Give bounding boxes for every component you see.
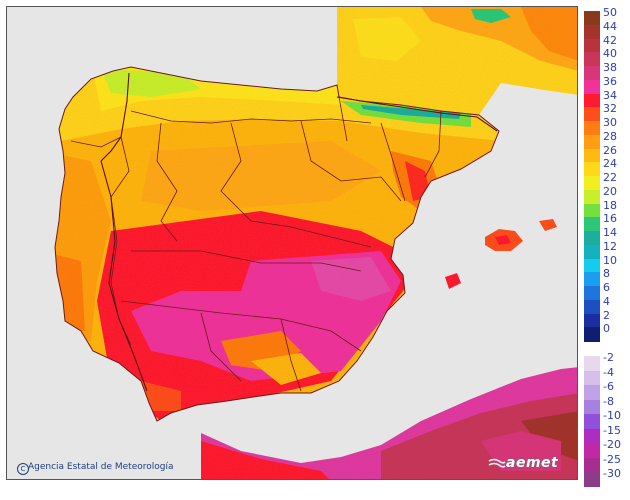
legend-label: -25 [603,452,621,466]
legend-label: 34 [603,88,617,102]
legend-label: -10 [603,409,621,422]
legend-label: 22 [603,171,617,184]
legend-label: -4 [603,365,614,379]
region-borders [54,66,500,422]
legend-label: 6 [603,281,610,294]
legend-swatch [584,134,600,149]
legend-swatch [584,107,600,122]
legend-swatch [584,299,600,314]
credit-text: Agencia Estatal de Meteorología [28,462,174,472]
legend-swatch [584,24,600,39]
legend-swatch [584,258,600,273]
legend-label: -8 [603,394,614,408]
legend-swatch [584,272,600,287]
legend-swatch [584,176,600,191]
france-region [337,7,577,115]
legend-label: 32 [603,102,617,116]
legend-label: 44 [603,19,617,33]
legend-swatch [584,414,600,429]
legend-label: 14 [603,226,617,239]
legend-label: 8 [603,267,610,281]
legend-label: -20 [603,438,621,451]
legend-label: -30 [603,467,621,480]
legend-swatch [584,203,600,218]
legend-swatch [584,457,600,473]
legend-label: 24 [603,157,617,171]
legend-label: 4 [603,294,610,308]
legend-label: 12 [603,239,617,253]
legend-label: 0 [603,322,610,336]
legend-swatch [584,66,600,81]
legend-label: -6 [603,380,614,393]
legend-label: -15 [603,423,621,437]
legend-label: 38 [603,61,617,74]
legend-swatch [584,79,600,94]
legend-swatch [584,399,600,415]
africa-region [201,367,577,479]
legend-swatch [584,443,600,458]
color-legend: 50 44 42 40 38 36 34 32 30 28 26 24 22 20 18 16 14 12 10 8 6… [584,7,628,487]
legend-swatch [584,121,600,136]
legend-swatch [584,356,600,371]
legend-swatch [584,286,600,301]
temperature-map [6,6,578,480]
legend-swatch [584,231,600,246]
legend-swatch [584,244,600,259]
legend-label: 36 [603,74,617,88]
legend-swatch [584,162,600,177]
legend-swatch [584,472,600,487]
legend-label: 18 [603,198,617,212]
legend-swatch [584,38,600,53]
legend-label: 28 [603,129,617,143]
legend-swatch [584,148,600,163]
aemet-logo-icon [488,458,506,468]
legend-label: 42 [603,33,617,47]
legend-swatch [584,11,600,26]
legend-label: 40 [603,47,617,61]
legend-label: -2 [603,351,614,364]
legend-label: 26 [603,143,617,157]
legend-swatch [584,189,600,204]
legend-swatch [584,370,600,386]
legend-swatch [584,313,600,328]
legend-swatch [584,217,600,232]
legend-swatch [584,327,600,342]
legend-label: 10 [603,253,617,267]
national-border [100,72,498,392]
legend-label: 50 [603,6,617,19]
legend-label: 2 [603,308,610,322]
legend-label: 16 [603,212,617,226]
legend-swatch [584,93,600,108]
legend-label: 30 [603,116,617,129]
legend-swatch [584,428,600,444]
map-canvas [7,7,577,479]
legend-swatch [584,52,600,67]
aemet-logo-text: aemet [506,455,559,471]
copyright-icon: C [17,463,29,475]
legend-label: 20 [603,184,617,198]
balearic-islands [445,219,557,289]
legend-swatch [584,385,600,400]
